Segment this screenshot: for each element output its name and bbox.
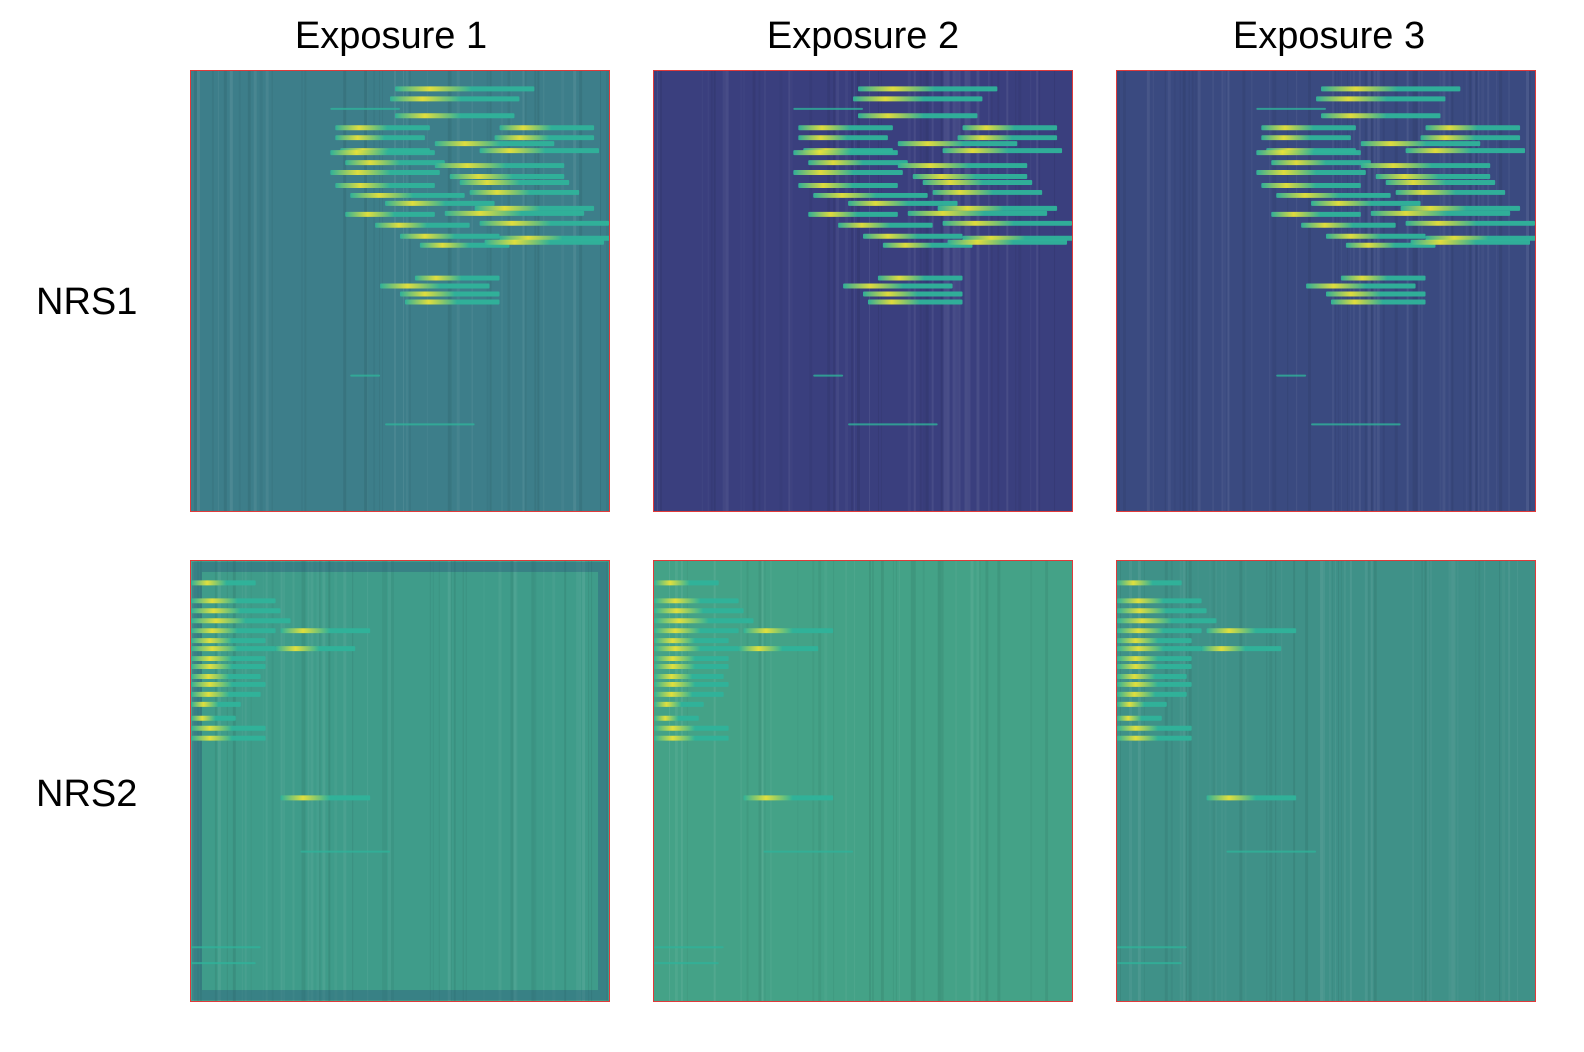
column-title-exposure-2: Exposure 2 (766, 15, 960, 57)
panel-nrs2-exposure-2 (653, 560, 1073, 1002)
row-label-nrs2: NRS2 (36, 773, 138, 815)
panel-nrs2-exposure-1 (190, 560, 610, 1002)
panel-nrs1-exposure-2 (653, 70, 1073, 512)
panel-nrs2-exposure-3 (1116, 560, 1536, 1002)
panel-nrs1-exposure-3 (1116, 70, 1536, 512)
row-label-nrs1: NRS1 (36, 281, 138, 323)
column-title-exposure-3: Exposure 3 (1232, 15, 1426, 57)
column-title-exposure-1: Exposure 1 (294, 15, 488, 57)
panel-nrs1-exposure-1 (190, 70, 610, 512)
